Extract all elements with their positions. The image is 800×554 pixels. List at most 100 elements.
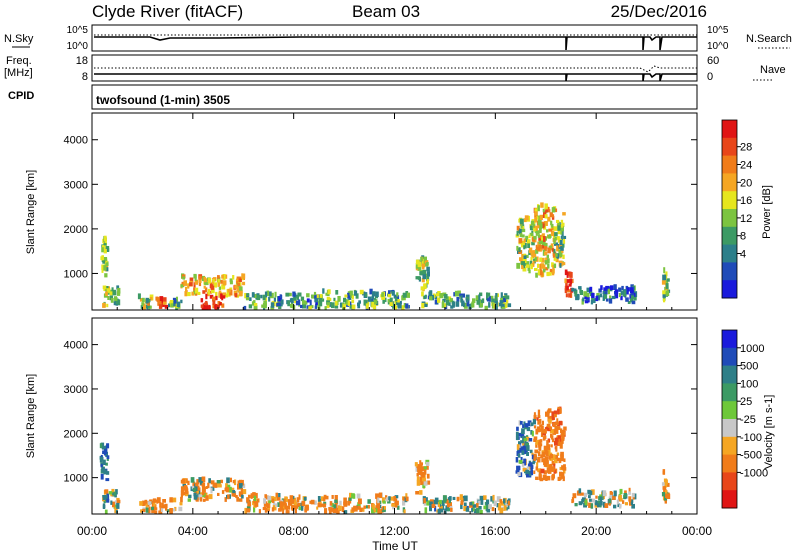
colorbar-segment xyxy=(722,401,737,420)
heatmap-cell xyxy=(565,293,568,298)
power-ylabel: Slant Range [km] xyxy=(25,170,37,254)
heatmap-cell xyxy=(362,508,365,512)
heatmap-cell xyxy=(217,279,220,283)
y-tick-label: 4000 xyxy=(64,135,88,147)
heatmap-cell xyxy=(586,287,591,293)
heatmap-cell xyxy=(292,291,296,297)
heatmap-cell xyxy=(106,455,110,459)
heatmap-cell xyxy=(147,302,150,306)
heatmap-cell xyxy=(553,413,557,418)
heatmap-cell xyxy=(419,271,423,276)
heatmap-cell xyxy=(193,290,196,295)
heatmap-cell xyxy=(525,264,530,268)
heatmap-cell xyxy=(286,505,291,510)
heatmap-cell xyxy=(516,262,521,269)
heatmap-cell xyxy=(103,499,106,504)
heatmap-cell xyxy=(541,245,544,249)
heatmap-cell xyxy=(518,420,522,426)
heatmap-cell xyxy=(537,419,540,425)
heatmap-cell xyxy=(441,500,445,506)
y-tick-label: 2000 xyxy=(64,224,88,236)
y-tick-label: 1000 xyxy=(64,473,88,485)
heatmap-cell xyxy=(431,504,436,508)
heatmap-cell xyxy=(266,290,270,296)
heatmap-cell xyxy=(552,264,555,271)
heatmap-cell xyxy=(547,263,550,269)
heatmap-cell xyxy=(591,498,596,503)
nsky-panel: N.Sky 10^5 10^0 10^5 10^0 N.Search xyxy=(4,24,792,52)
heatmap-cell xyxy=(200,298,204,303)
heatmap-cell xyxy=(148,298,151,303)
heatmap-cell xyxy=(622,500,625,504)
heatmap-cell xyxy=(213,282,218,288)
heatmap-cell xyxy=(298,494,301,500)
heatmap-cell xyxy=(538,244,542,249)
heatmap-cell xyxy=(522,445,526,450)
heatmap-cell xyxy=(589,490,593,496)
heatmap-cell xyxy=(143,303,146,308)
heatmap-cell xyxy=(390,496,394,501)
heatmap-cell xyxy=(521,446,524,451)
heatmap-cell xyxy=(521,234,525,238)
heatmap-cell xyxy=(524,254,529,258)
heatmap-cell xyxy=(613,490,617,497)
heatmap-cell xyxy=(363,505,366,509)
heatmap-cell xyxy=(544,203,548,210)
heatmap-cell xyxy=(201,489,205,496)
heatmap-cell xyxy=(543,461,546,466)
heatmap-cell xyxy=(331,495,334,499)
heatmap-cell xyxy=(496,503,499,508)
heatmap-cell xyxy=(554,242,558,246)
heatmap-cell xyxy=(618,494,622,500)
heatmap-cell xyxy=(554,437,559,442)
heatmap-cell xyxy=(537,219,540,226)
heatmap-cell xyxy=(613,284,617,290)
heatmap-cell xyxy=(249,297,252,301)
heatmap-cell xyxy=(535,256,539,262)
heatmap-cell xyxy=(175,302,178,308)
heatmap-cell xyxy=(538,269,543,276)
heatmap-cell xyxy=(207,277,212,284)
heatmap-cell xyxy=(560,223,564,228)
heatmap-cell xyxy=(264,507,268,513)
heatmap-cell xyxy=(297,503,301,507)
heatmap-cell xyxy=(163,297,167,302)
heatmap-cell xyxy=(253,300,256,305)
heatmap-cell xyxy=(205,495,209,501)
heatmap-cell xyxy=(485,503,489,509)
heatmap-cell xyxy=(160,302,165,307)
heatmap-cell xyxy=(322,288,325,294)
heatmap-cell xyxy=(262,507,267,511)
heatmap-cell xyxy=(611,295,616,300)
heatmap-cell xyxy=(563,469,566,474)
cpid-label: CPID xyxy=(8,90,34,102)
heatmap-cell xyxy=(522,267,527,272)
heatmap-cell xyxy=(235,495,238,499)
heatmap-cell xyxy=(452,301,455,308)
heatmap-cell xyxy=(232,275,235,280)
heatmap-cell xyxy=(395,305,398,310)
heatmap-cell xyxy=(208,478,211,484)
nsearch-label: N.Search xyxy=(746,33,792,45)
heatmap-cell xyxy=(503,505,507,511)
heatmap-cell xyxy=(488,302,491,308)
heatmap-cell xyxy=(558,420,563,426)
heatmap-cell xyxy=(229,278,233,283)
heatmap-cell xyxy=(527,239,531,245)
heatmap-cell xyxy=(298,292,302,297)
heatmap-cell xyxy=(209,282,214,289)
heatmap-cell xyxy=(665,283,669,289)
heatmap-cell xyxy=(403,303,407,308)
heatmap-cell xyxy=(631,503,635,509)
heatmap-cell xyxy=(197,490,201,495)
heatmap-cell xyxy=(544,456,549,462)
heatmap-cell xyxy=(293,505,297,510)
heatmap-cell xyxy=(521,265,524,270)
heatmap-cell xyxy=(587,489,591,494)
heatmap-cell xyxy=(626,291,629,295)
heatmap-cell xyxy=(319,300,323,307)
heatmap-cell xyxy=(357,505,361,510)
heatmap-cell xyxy=(103,235,107,242)
heatmap-cell xyxy=(309,299,312,306)
heatmap-cell xyxy=(541,240,546,246)
